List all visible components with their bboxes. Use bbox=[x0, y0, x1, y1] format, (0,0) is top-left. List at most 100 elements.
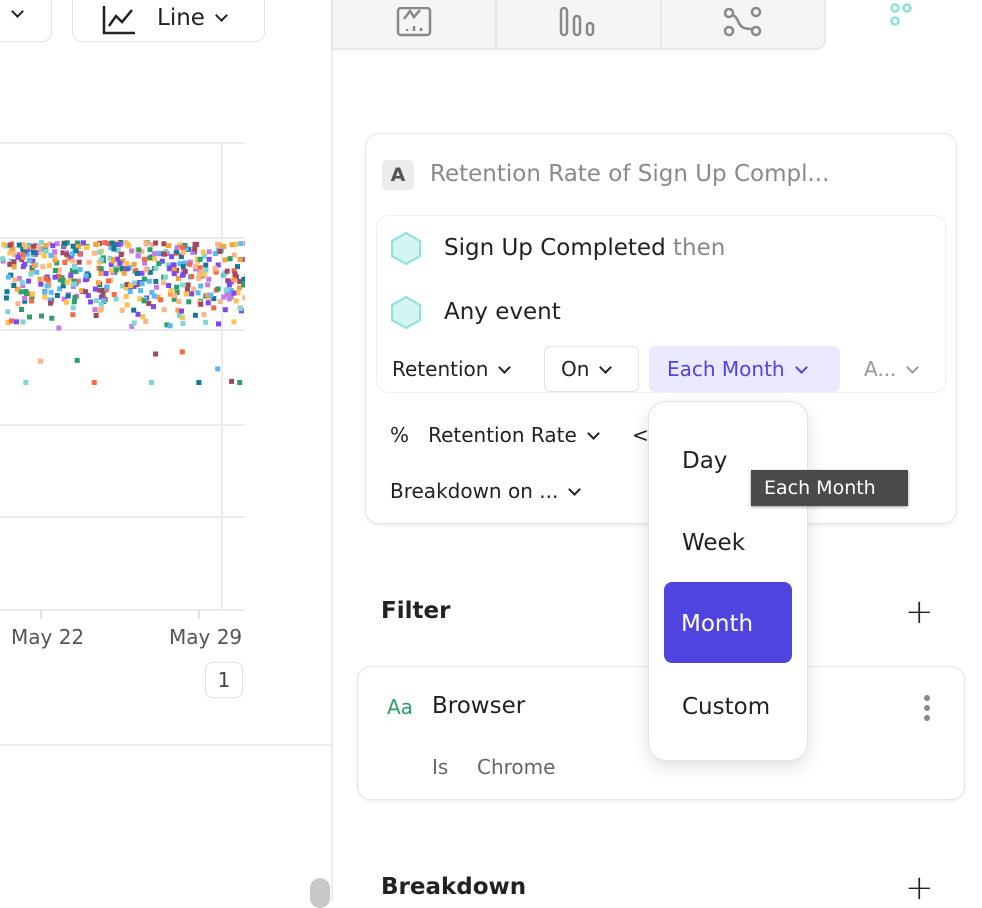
menu-item-month-selected[interactable]: Month bbox=[664, 582, 792, 663]
legend-page-button[interactable]: 1 bbox=[205, 662, 243, 698]
scatter-point bbox=[0, 256, 5, 261]
filter-heading: Filter bbox=[381, 600, 450, 623]
scatter-point bbox=[137, 296, 142, 301]
metric-badge: A bbox=[382, 160, 414, 190]
scatter-point bbox=[99, 307, 104, 312]
scatter-point bbox=[119, 252, 124, 257]
scatter-point bbox=[64, 300, 69, 305]
scatter-point bbox=[20, 252, 25, 257]
scatter-point bbox=[169, 288, 174, 293]
scatter-point bbox=[180, 349, 185, 354]
scatter-point bbox=[47, 263, 52, 268]
chevron-down-icon bbox=[600, 361, 613, 374]
scatter-point bbox=[198, 284, 203, 289]
scatter-point bbox=[143, 319, 148, 324]
filter-value[interactable]: Chrome bbox=[477, 757, 555, 777]
scatter-point bbox=[237, 285, 242, 290]
period-menu: Day Week Month Custom bbox=[648, 401, 808, 761]
chevron-down-icon bbox=[795, 361, 808, 374]
scatter-point bbox=[142, 257, 147, 262]
chart-type-label: Line bbox=[157, 7, 205, 30]
scatter-point bbox=[156, 261, 161, 266]
more-label: A... bbox=[864, 357, 896, 381]
breakdown-dropdown[interactable]: Breakdown on ... bbox=[390, 481, 579, 501]
scatter-point bbox=[140, 281, 145, 286]
scatter-point bbox=[208, 293, 213, 298]
filter-operator[interactable]: Is bbox=[432, 757, 448, 777]
scatter-point bbox=[152, 256, 157, 261]
scatter-point bbox=[144, 242, 149, 247]
scatter-point bbox=[203, 263, 208, 268]
scatter-point bbox=[201, 312, 206, 317]
scatter-point bbox=[42, 290, 47, 295]
scatter-point bbox=[93, 242, 98, 247]
scatter-point bbox=[241, 282, 245, 287]
scatter-point bbox=[39, 240, 44, 245]
event-connector: then bbox=[673, 235, 725, 261]
comparison-operator[interactable]: < bbox=[632, 425, 649, 445]
scatter-point bbox=[1, 242, 6, 247]
add-filter-plus-icon[interactable]: + bbox=[905, 595, 934, 629]
scatter-point bbox=[163, 275, 168, 280]
event-step-2[interactable]: Any event bbox=[444, 301, 561, 324]
scatter-point bbox=[225, 269, 230, 274]
tab-insights[interactable] bbox=[333, 0, 497, 48]
scatter-point bbox=[6, 275, 11, 280]
metric-dropdown-button[interactable] bbox=[0, 0, 52, 42]
scatter-point bbox=[181, 250, 186, 255]
scatter-point bbox=[238, 306, 243, 311]
period-dropdown[interactable]: Each Month bbox=[649, 346, 840, 392]
scatter-point bbox=[168, 323, 173, 328]
on-dropdown[interactable]: On bbox=[544, 346, 639, 392]
scatter-point bbox=[224, 287, 229, 292]
scatter-point bbox=[241, 277, 245, 282]
scatter-point bbox=[5, 309, 10, 314]
scatter-point bbox=[56, 326, 61, 331]
more-dropdown[interactable]: A... bbox=[864, 359, 917, 379]
measure-dropdown[interactable]: % Retention Rate bbox=[390, 425, 598, 445]
retention-type-dropdown[interactable]: Retention bbox=[392, 359, 509, 379]
scatter-point bbox=[16, 301, 21, 306]
menu-item-month-label: Month bbox=[681, 611, 753, 637]
scatter-point bbox=[135, 271, 140, 276]
scatter-point bbox=[84, 273, 89, 278]
kebab-menu-icon[interactable] bbox=[922, 694, 932, 722]
measure-label: Retention Rate bbox=[428, 423, 577, 447]
menu-item-day[interactable]: Day bbox=[682, 448, 727, 474]
scatter-point bbox=[203, 320, 208, 325]
scatter-point bbox=[227, 283, 232, 288]
scatter-point bbox=[71, 259, 76, 264]
scatter-point bbox=[94, 298, 99, 303]
scatter-point bbox=[92, 251, 97, 256]
scatter-point bbox=[28, 258, 33, 263]
scatter-point bbox=[189, 291, 194, 296]
event-step-1[interactable]: Sign Up Completed then bbox=[444, 237, 725, 260]
scatter-point bbox=[207, 257, 212, 262]
menu-item-custom[interactable]: Custom bbox=[682, 694, 770, 720]
scatter-point bbox=[238, 257, 243, 262]
menu-item-week[interactable]: Week bbox=[682, 530, 745, 556]
tab-retention[interactable] bbox=[890, 2, 916, 32]
filter-property[interactable]: Browser bbox=[432, 695, 525, 718]
scatter-point bbox=[172, 271, 177, 276]
scatter-point bbox=[153, 352, 158, 357]
scatter-point bbox=[31, 250, 36, 255]
metric-title[interactable]: Retention Rate of Sign Up Compl... bbox=[430, 163, 829, 186]
scatter-point bbox=[128, 283, 133, 288]
scatter-point bbox=[206, 300, 211, 305]
scatter-point bbox=[55, 241, 60, 246]
scatter-point bbox=[234, 299, 239, 304]
scatter-point bbox=[217, 249, 222, 254]
scatter-point bbox=[184, 291, 189, 296]
retention-type-label: Retention bbox=[392, 357, 488, 381]
scatter-point bbox=[109, 268, 114, 273]
scatter-point bbox=[97, 250, 102, 255]
tab-flows[interactable] bbox=[662, 0, 824, 48]
scatter-point bbox=[49, 253, 54, 258]
resize-handle[interactable] bbox=[310, 878, 330, 908]
scatter-point bbox=[26, 279, 31, 284]
chart-type-button[interactable]: Line bbox=[72, 0, 265, 42]
scatter-point bbox=[147, 279, 152, 284]
tab-funnels[interactable] bbox=[497, 0, 661, 48]
scatter-point bbox=[42, 253, 47, 258]
